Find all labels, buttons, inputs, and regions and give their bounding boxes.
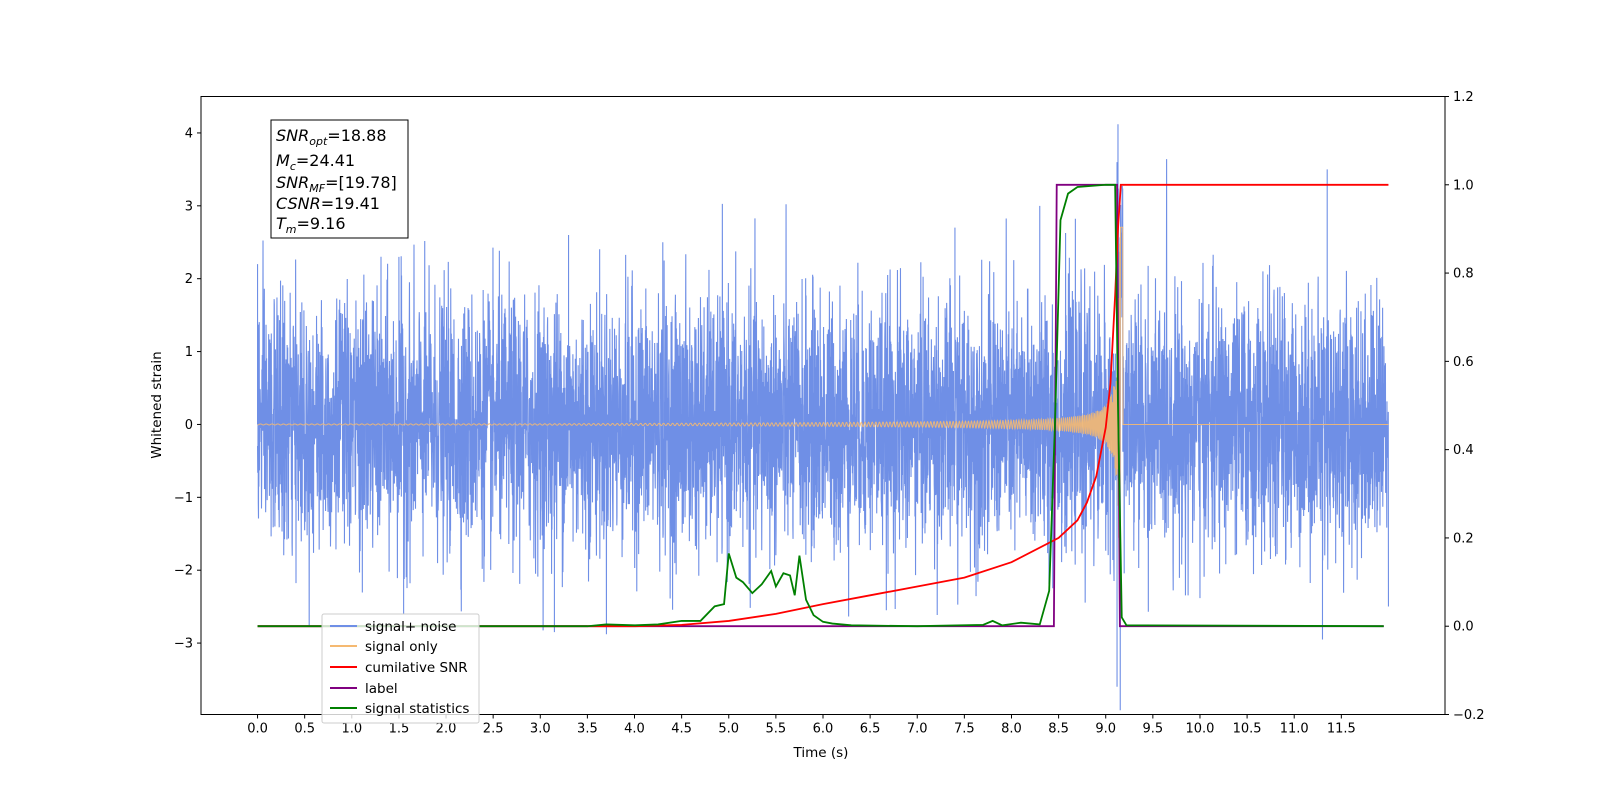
info-snr-mf: SNRMF=[19.78]	[276, 173, 397, 195]
x-tick-label: 9.5	[1143, 722, 1164, 737]
info-box: SNRopt=18.88 Mc=24.41 SNRMF=[19.78] CSNR…	[270, 119, 409, 239]
legend: signal+ noise signal only cumilative SNR…	[321, 613, 480, 724]
y2-tick-label: 1.0	[1453, 178, 1474, 193]
y-tick-label: 3	[185, 199, 193, 214]
y-tick-label: −3	[174, 637, 193, 652]
plot-series	[257, 124, 1389, 711]
x-tick-label: 4.0	[624, 722, 645, 737]
legend-label-statistics: signal statistics	[365, 701, 469, 717]
y2-tick-label: 0.6	[1453, 355, 1474, 370]
x-tick-label: 9.0	[1095, 722, 1116, 737]
y2-tick-label: 0.8	[1453, 267, 1474, 282]
info-mc: Mc=24.41	[276, 151, 355, 173]
x-tick-label: 2.0	[436, 722, 457, 737]
info-tm: Tm=9.16	[276, 214, 346, 236]
y-tick-label: 0	[185, 418, 193, 433]
x-tick-label: 0.5	[294, 722, 315, 737]
x-tick-label: 1.5	[389, 722, 410, 737]
legend-label-cumulative-snr: cumilative SNR	[365, 660, 468, 676]
x-tick-label: 8.5	[1048, 722, 1069, 737]
x-tick-label: 10.0	[1185, 722, 1214, 737]
series-cumulative-snr	[257, 183, 1389, 628]
x-tick-label: 10.5	[1233, 722, 1262, 737]
y2-tick-label: 0.0	[1453, 620, 1474, 635]
y-tick-label: −2	[174, 564, 193, 579]
x-tick-label: 11.5	[1327, 722, 1356, 737]
y-tick-label: 2	[185, 272, 193, 287]
y-tick-label: 4	[185, 126, 193, 141]
x-tick-label: 5.5	[766, 722, 787, 737]
y2-tick-label: 0.2	[1453, 531, 1474, 546]
x-tick-label: 3.5	[577, 722, 598, 737]
x-tick-label: 6.0	[813, 722, 834, 737]
x-tick-label: 4.5	[671, 722, 692, 737]
info-csnr: CSNR=19.41	[276, 194, 380, 213]
x-tick-label: 7.5	[954, 722, 975, 737]
series-signal-only	[257, 226, 1389, 587]
legend-label-label: label	[365, 681, 398, 697]
legend-label-noise: signal+ noise	[365, 619, 456, 635]
y-tick-label: 1	[185, 345, 193, 360]
y2-tick-label: 0.4	[1453, 443, 1474, 458]
x-tick-label: 8.0	[1001, 722, 1022, 737]
x-axis-label: Time (s)	[793, 745, 849, 761]
x-tick-label: 6.5	[860, 722, 881, 737]
series-signal-statistics	[257, 183, 1384, 628]
legend-label-signal: signal only	[365, 639, 438, 655]
x-tick-label: 11.0	[1280, 722, 1309, 737]
x-tick-label: 5.0	[718, 722, 739, 737]
x-tick-label: 3.0	[530, 722, 551, 737]
y2-tick-label: 1.2	[1453, 90, 1474, 105]
x-tick-label: 7.0	[907, 722, 928, 737]
x-tick-label: 2.5	[483, 722, 504, 737]
y-axis-label: Whitened strain	[149, 351, 165, 458]
axis-ticks: 0.0 0.5 1.0 1.5 2.0 2.5 3.0 3.5 4.0 4.5 5.0 5.5 6.0 6…	[174, 90, 1485, 737]
x-tick-label: 1.0	[341, 722, 362, 737]
y2-tick-label: −0.2	[1453, 708, 1485, 723]
y-tick-label: −1	[174, 491, 193, 506]
info-snr-opt: SNRopt=18.88	[276, 126, 387, 148]
x-tick-label: 0.0	[247, 722, 268, 737]
